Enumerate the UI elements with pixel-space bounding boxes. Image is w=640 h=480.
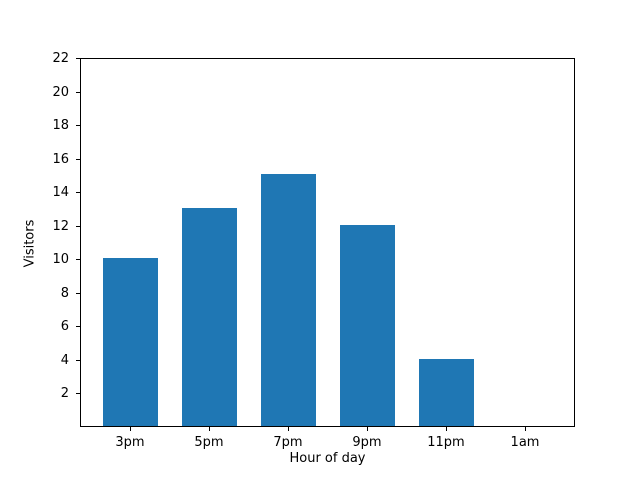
x-tick-mark — [209, 427, 210, 431]
y-tick-mark — [76, 58, 80, 59]
y-tick-label: 20 — [52, 85, 69, 100]
y-tick-label: 6 — [60, 319, 69, 334]
x-tick-mark — [130, 427, 131, 431]
y-tick-label: 18 — [52, 118, 69, 133]
y-tick-label: 14 — [52, 185, 69, 200]
y-tick-mark — [76, 92, 80, 93]
y-tick-mark — [76, 159, 80, 160]
bar-9pm — [339, 225, 395, 426]
bar-7pm — [260, 174, 316, 426]
x-tick-mark — [288, 427, 289, 431]
y-tick-mark — [76, 360, 80, 361]
y-tick-mark — [76, 293, 80, 294]
x-tick-label: 11pm — [427, 435, 465, 450]
bar-5pm — [181, 208, 237, 426]
bar-3pm — [102, 258, 158, 426]
y-tick-label: 16 — [52, 152, 69, 167]
x-tick-label: 5pm — [194, 435, 224, 450]
x-tick-label: 3pm — [115, 435, 145, 450]
x-tick-mark — [367, 427, 368, 431]
bar-11pm — [418, 359, 474, 426]
x-tick-mark — [446, 427, 447, 431]
y-tick-mark — [76, 326, 80, 327]
y-tick-mark — [76, 393, 80, 394]
x-tick-label: 1am — [510, 435, 540, 450]
y-tick-label: 4 — [60, 353, 69, 368]
y-tick-mark — [76, 125, 80, 126]
y-tick-mark — [76, 226, 80, 227]
y-tick-mark — [76, 259, 80, 260]
y-tick-label: 8 — [60, 286, 69, 301]
x-tick-label: 9pm — [352, 435, 382, 450]
x-axis-label: Hour of day — [289, 451, 366, 466]
x-tick-mark — [525, 427, 526, 431]
y-tick-label: 22 — [52, 51, 69, 66]
y-tick-label: 10 — [52, 252, 69, 267]
y-tick-mark — [76, 192, 80, 193]
x-tick-label: 7pm — [273, 435, 303, 450]
y-axis-label: Visitors — [22, 219, 38, 268]
y-tick-label: 2 — [60, 386, 69, 401]
y-tick-label: 12 — [52, 219, 69, 234]
plot-area — [80, 58, 575, 427]
